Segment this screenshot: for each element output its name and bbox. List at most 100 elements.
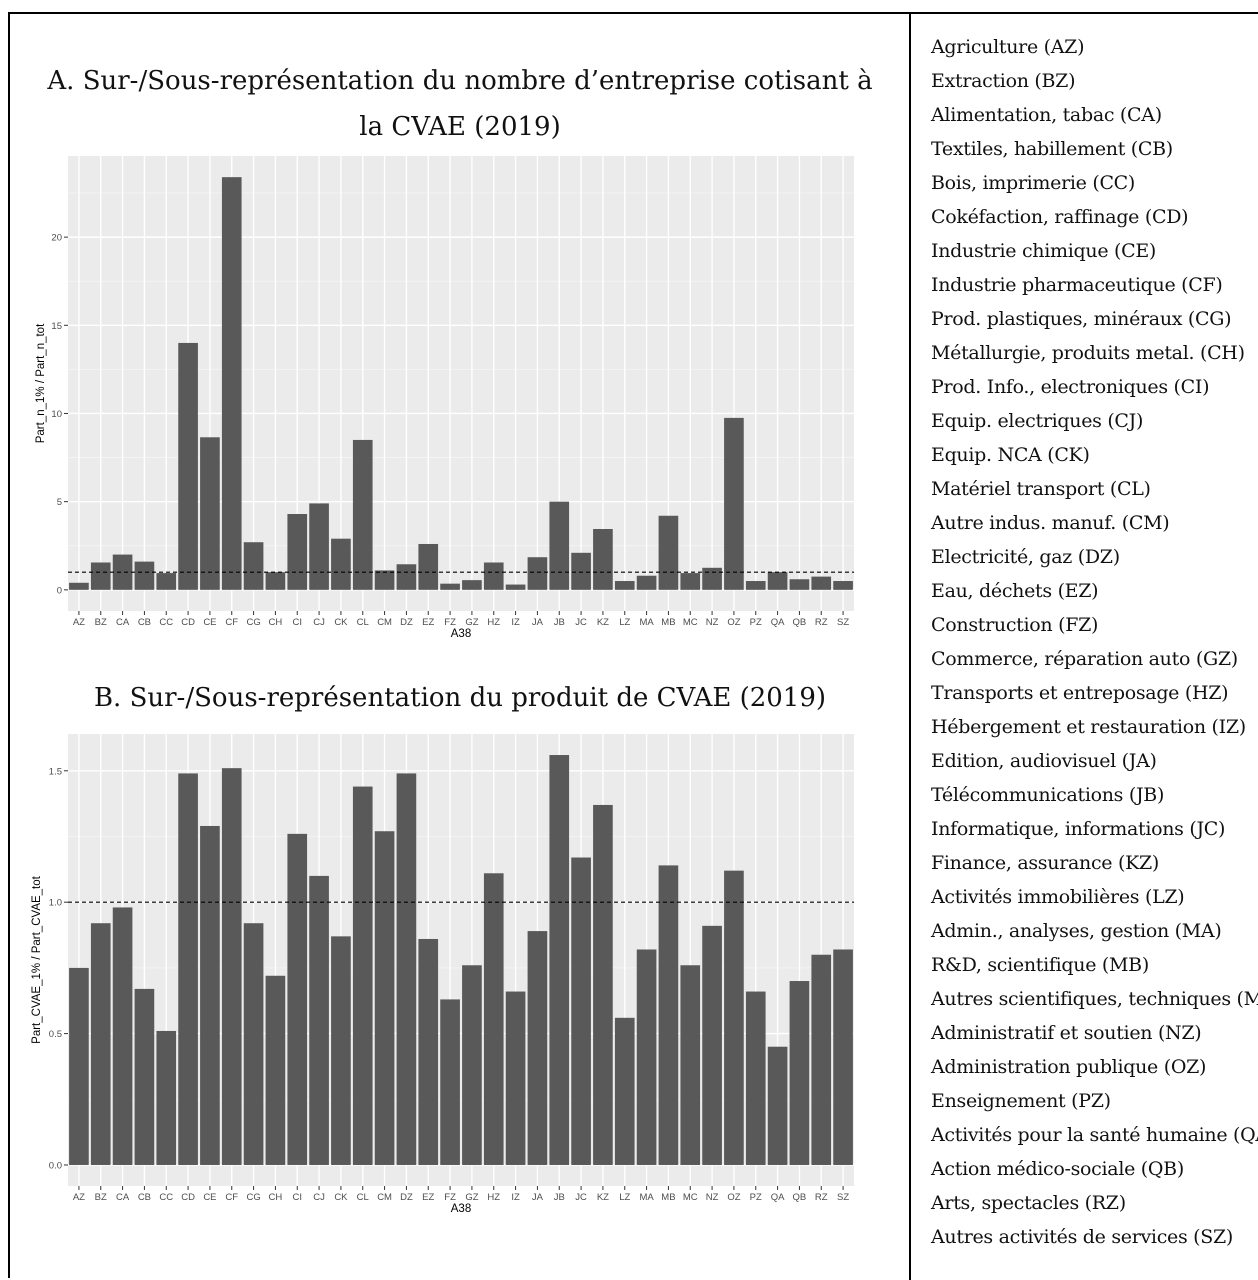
legend-item: Métallurgie, produits metal. (CH)	[931, 342, 1245, 364]
x-tick-label: GZ	[465, 1192, 478, 1203]
bar-cj	[309, 503, 329, 590]
legend-item: Electricité, gaz (DZ)	[931, 546, 1120, 568]
bar-bz	[90, 923, 111, 1165]
bar-mc	[680, 965, 701, 1165]
bar-qa	[767, 1046, 788, 1165]
bar-hz	[483, 873, 504, 1165]
x-tick-label: LZ	[619, 617, 630, 628]
x-tick-label: CH	[269, 617, 283, 628]
plot-panel	[68, 156, 854, 611]
x-tick-label: QB	[793, 1192, 807, 1203]
bar-ez	[418, 938, 439, 1165]
bar-cm	[374, 831, 395, 1165]
x-tick-label: NZ	[706, 1192, 719, 1203]
x-tick-label: EZ	[422, 1192, 434, 1203]
x-tick-label: CE	[203, 617, 216, 628]
x-tick-label: QA	[771, 617, 785, 628]
bar-gz	[462, 580, 482, 590]
x-tick-label: CB	[138, 617, 151, 628]
x-tick-label: PZ	[750, 617, 762, 628]
x-axis-title: A38	[451, 1203, 471, 1215]
legend-item: Bois, imprimerie (CC)	[931, 172, 1136, 194]
bar-iz	[505, 584, 526, 590]
legend-item: Agriculture (AZ)	[931, 36, 1085, 58]
x-tick-label: CC	[159, 1192, 173, 1203]
x-tick-label: CJ	[313, 1192, 325, 1203]
y-tick-label: 5	[57, 497, 62, 508]
bar-dz	[396, 773, 417, 1165]
bar-rz	[811, 954, 832, 1165]
x-tick-label: CI	[293, 1192, 303, 1203]
legend-item: Cokéfaction, raffinage (CD)	[931, 206, 1189, 228]
legend-item: Industrie chimique (CE)	[931, 240, 1157, 262]
bar-ja	[527, 557, 548, 590]
y-tick-label: 0.5	[49, 1029, 62, 1040]
bar-qb	[789, 579, 810, 590]
bar-cb	[134, 561, 155, 590]
bar-ck	[331, 936, 351, 1165]
x-tick-label: CK	[334, 1192, 348, 1203]
bar-qa	[767, 572, 788, 590]
x-tick-label: DZ	[400, 1192, 413, 1203]
x-tick-label: JC	[575, 1192, 587, 1203]
legend-item: Industrie pharmaceutique (CF)	[931, 274, 1223, 296]
x-tick-label: CM	[377, 1192, 392, 1203]
legend-item: Extraction (BZ)	[931, 70, 1076, 92]
x-tick-label: LZ	[619, 1192, 630, 1203]
legend-item: Enseignement (PZ)	[931, 1090, 1111, 1112]
x-tick-label: SZ	[837, 617, 849, 628]
chart-a-title: A. Sur-/Sous-représentation du nombre d’…	[47, 66, 873, 142]
legend-item: Construction (FZ)	[931, 614, 1099, 636]
x-tick-label: QA	[771, 1192, 785, 1203]
x-axis-title: A38	[451, 628, 471, 640]
x-tick-label: BZ	[95, 1192, 107, 1203]
bar-ma	[636, 575, 657, 590]
bar-ma	[636, 949, 657, 1165]
x-tick-label: IZ	[511, 617, 520, 628]
legend-item: Autres scientifiques, techniques (MC)	[931, 988, 1258, 1010]
legend-item: Admin., analyses, gestion (MA)	[931, 920, 1222, 942]
bar-sz	[833, 949, 853, 1165]
bar-gz	[462, 965, 482, 1165]
bar-jb	[549, 755, 570, 1165]
x-tick-label: RZ	[815, 1192, 828, 1203]
bar-mc	[680, 573, 701, 590]
x-tick-label: KZ	[597, 617, 609, 628]
legend-item: Autre indus. manuf. (CM)	[931, 512, 1170, 534]
sector-legend: Agriculture (AZ) Extraction (BZ) Alimentat…	[931, 32, 1258, 1256]
legend-item: Transports et entreposage (HZ)	[931, 682, 1229, 704]
x-tick-label: FZ	[444, 617, 456, 628]
legend-item: Alimentation, tabac (CA)	[931, 104, 1162, 126]
y-axis-title: Part_n_1% / Part_n_tot	[35, 323, 47, 443]
x-tick-label: CG	[246, 1192, 260, 1203]
legend-item: Textiles, habillement (CB)	[931, 138, 1173, 160]
legend-item: Matériel transport (CL)	[931, 478, 1151, 500]
bar-ca	[112, 554, 133, 590]
x-tick-label: CD	[181, 1192, 195, 1203]
x-tick-label: CM	[377, 617, 392, 628]
bar-lz	[614, 1017, 635, 1165]
legend-item: Eau, déchets (EZ)	[931, 580, 1099, 602]
x-tick-label: RZ	[815, 617, 828, 628]
bar-az	[69, 582, 89, 590]
x-tick-label: CK	[334, 617, 348, 628]
bar-cc	[156, 573, 177, 590]
bar-cg	[243, 542, 264, 590]
bar-kz	[593, 528, 613, 590]
y-tick-label: 1.5	[49, 766, 62, 777]
x-tick-label: MC	[683, 1192, 698, 1203]
x-tick-label: AZ	[73, 617, 85, 628]
x-tick-label: CA	[116, 617, 130, 628]
figure-frame	[8, 12, 1258, 1278]
x-tick-label: CH	[269, 1192, 283, 1203]
bar-mb	[658, 865, 679, 1165]
bar-ez	[418, 543, 439, 590]
x-tick-label: NZ	[706, 617, 719, 628]
bar-cf	[221, 768, 242, 1165]
bar-cc	[156, 1030, 177, 1165]
bar-ci	[287, 833, 308, 1165]
x-tick-label: SZ	[837, 1192, 849, 1203]
x-tick-label: CE	[203, 1192, 216, 1203]
x-tick-label: DZ	[400, 617, 413, 628]
bar-cb	[134, 988, 155, 1165]
